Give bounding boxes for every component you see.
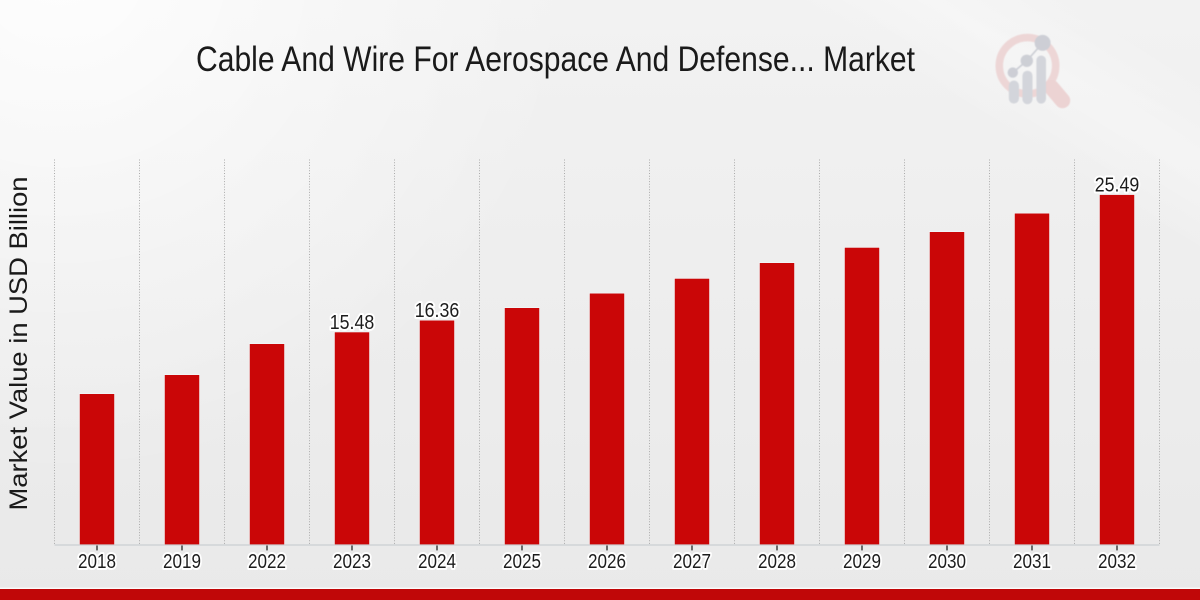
svg-text:2028: 2028 [758,551,796,573]
svg-text:2029: 2029 [843,551,881,573]
svg-text:2023: 2023 [333,551,371,573]
svg-text:Market Value in USD Billion: Market Value in USD Billion [5,177,33,511]
svg-text:2018: 2018 [78,551,116,573]
svg-text:2030: 2030 [928,551,966,573]
svg-text:2027: 2027 [673,551,711,573]
svg-text:2024: 2024 [418,551,456,573]
svg-text:2019: 2019 [163,551,201,573]
svg-text:15.48: 15.48 [330,312,375,334]
svg-text:2032: 2032 [1098,551,1136,573]
svg-text:16.36: 16.36 [415,300,460,322]
svg-text:2025: 2025 [503,551,541,573]
svg-text:2026: 2026 [588,551,626,573]
svg-text:25.49: 25.49 [1095,174,1140,196]
svg-text:2022: 2022 [248,551,286,573]
svg-text:2031: 2031 [1013,551,1051,573]
svg-text:Cable And Wire For Aerospace A: Cable And Wire For Aerospace And Defense… [196,40,915,79]
